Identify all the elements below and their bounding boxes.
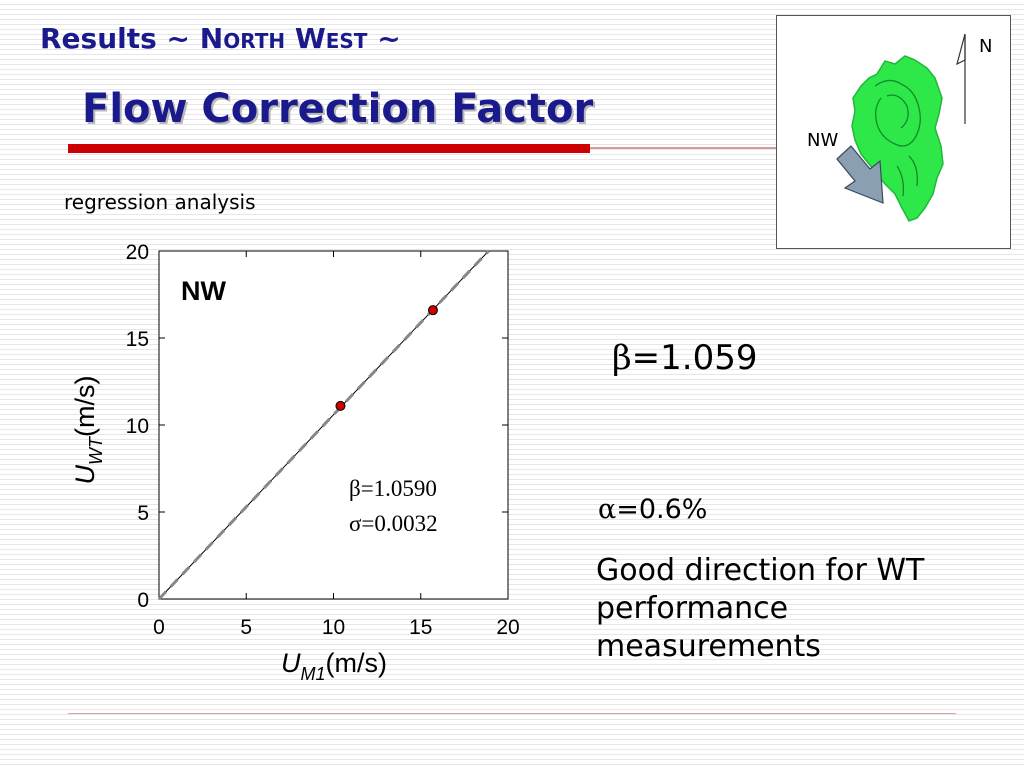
annotation-beta: β=1.0590	[349, 476, 437, 501]
x-axis-label: UM1(m/s)	[281, 648, 387, 684]
y-axis-label: UWT(m/s)	[70, 376, 106, 485]
beta-result: β=1.059	[612, 338, 757, 378]
results-suffix: ~	[367, 22, 401, 55]
x-label-unit: (m/s)	[326, 648, 387, 678]
beta-symbol: β	[612, 338, 632, 378]
x-tick-label: 5	[240, 616, 252, 639]
y-label-unit: (m/s)	[70, 376, 100, 437]
map-region	[851, 55, 944, 222]
alpha-value: =0.6%	[616, 494, 708, 525]
plot-area	[158, 250, 509, 600]
y-label-sub: WT	[86, 435, 106, 465]
north-cap: N	[199, 22, 224, 55]
x-tick-label: 20	[496, 616, 519, 639]
x-tick-label: 0	[153, 616, 165, 639]
y-tick-label: 15	[126, 328, 149, 351]
chart-layer: 0 5 10 15 2005101520NWβ=1.0590σ=0.0032UM1(m/…	[70, 241, 520, 684]
map-region-detail	[874, 79, 921, 197]
comment-text: Good direction for WT performance measur…	[596, 553, 925, 664]
results-prefix: Results ~	[40, 22, 200, 55]
north-label: N	[979, 36, 992, 57]
north-rest: ORTH	[223, 29, 286, 53]
nw-arrow-icon	[836, 145, 884, 204]
data-point	[335, 400, 346, 411]
y-tick-label: 10	[126, 415, 149, 438]
x-label-sub: M1	[301, 664, 326, 684]
x-tick-label: 15	[409, 616, 432, 639]
west-rest: EST	[325, 29, 368, 53]
footer-line	[68, 713, 956, 714]
north-arrow-icon	[956, 33, 966, 66]
title-underline-thin	[590, 147, 776, 149]
location-map: N NW	[776, 15, 1011, 249]
y-tick-label: 0	[137, 589, 149, 612]
title-underline	[68, 144, 590, 153]
beta-value: =1.059	[631, 338, 758, 378]
annotation-sigma: σ=0.0032	[349, 511, 438, 536]
x-label-main: U	[281, 648, 301, 678]
map-drawing: N NW	[807, 33, 992, 222]
results-heading: Results ~ NORTH WEST ~	[40, 22, 401, 55]
y-label-main: U	[70, 464, 100, 484]
west-cap: W	[294, 22, 326, 55]
subtitle: regression analysis	[64, 190, 256, 214]
panel-label: NW	[181, 276, 226, 306]
nw-label: NW	[807, 130, 838, 151]
page-title: Flow Correction Factor	[82, 86, 594, 132]
data-point	[427, 305, 438, 316]
x-tick-label: 10	[322, 616, 345, 639]
y-tick-label: 5	[137, 502, 149, 525]
alpha-result: α=0.6%	[598, 494, 707, 525]
y-tick-label: 20	[126, 241, 149, 264]
alpha-symbol: α	[598, 494, 617, 525]
